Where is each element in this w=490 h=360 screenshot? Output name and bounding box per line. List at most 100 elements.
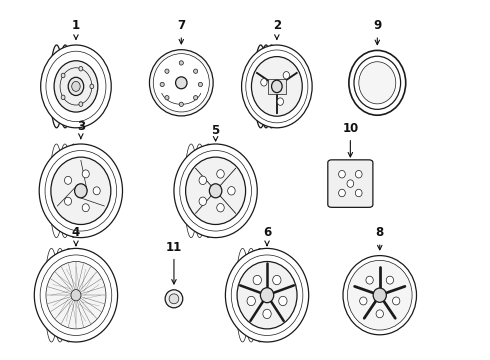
- Ellipse shape: [61, 95, 65, 100]
- Ellipse shape: [360, 297, 367, 305]
- Ellipse shape: [153, 54, 209, 112]
- Ellipse shape: [39, 144, 122, 238]
- Ellipse shape: [194, 69, 197, 73]
- Ellipse shape: [228, 186, 235, 195]
- Ellipse shape: [217, 170, 224, 178]
- Ellipse shape: [67, 144, 80, 238]
- Ellipse shape: [40, 255, 112, 336]
- Ellipse shape: [237, 261, 297, 329]
- Ellipse shape: [271, 80, 282, 93]
- Ellipse shape: [217, 203, 224, 212]
- Ellipse shape: [260, 288, 274, 303]
- Ellipse shape: [386, 276, 393, 284]
- Ellipse shape: [58, 144, 72, 238]
- Ellipse shape: [199, 176, 207, 185]
- Ellipse shape: [254, 45, 267, 128]
- Ellipse shape: [60, 68, 92, 105]
- Ellipse shape: [90, 84, 94, 89]
- Ellipse shape: [180, 150, 251, 231]
- Ellipse shape: [193, 144, 206, 238]
- Text: 7: 7: [177, 19, 185, 44]
- Ellipse shape: [261, 78, 267, 86]
- Ellipse shape: [355, 189, 362, 197]
- Ellipse shape: [71, 289, 81, 301]
- Ellipse shape: [174, 144, 257, 238]
- Text: 4: 4: [72, 226, 80, 246]
- Text: 5: 5: [212, 124, 220, 141]
- Ellipse shape: [79, 102, 83, 107]
- Ellipse shape: [65, 176, 72, 184]
- Ellipse shape: [41, 45, 111, 128]
- Ellipse shape: [283, 72, 290, 79]
- Ellipse shape: [199, 197, 207, 206]
- Text: 11: 11: [166, 241, 182, 284]
- Text: 6: 6: [263, 226, 271, 246]
- Ellipse shape: [339, 170, 345, 178]
- FancyBboxPatch shape: [328, 160, 373, 207]
- Ellipse shape: [175, 77, 187, 89]
- Ellipse shape: [93, 187, 100, 195]
- Ellipse shape: [160, 82, 164, 87]
- Ellipse shape: [246, 50, 308, 123]
- Ellipse shape: [54, 61, 98, 112]
- Ellipse shape: [347, 260, 412, 330]
- Ellipse shape: [339, 189, 345, 197]
- Ellipse shape: [45, 150, 117, 231]
- Ellipse shape: [260, 45, 272, 128]
- Ellipse shape: [68, 77, 84, 95]
- Ellipse shape: [50, 45, 63, 128]
- Ellipse shape: [179, 102, 183, 107]
- Ellipse shape: [74, 184, 87, 198]
- Text: 1: 1: [72, 19, 80, 39]
- Ellipse shape: [34, 248, 118, 342]
- Ellipse shape: [209, 184, 222, 198]
- Text: 10: 10: [342, 122, 359, 157]
- Ellipse shape: [247, 296, 255, 306]
- Ellipse shape: [343, 256, 416, 335]
- Ellipse shape: [251, 57, 302, 116]
- Ellipse shape: [169, 294, 179, 304]
- Ellipse shape: [359, 62, 396, 104]
- Ellipse shape: [82, 204, 89, 212]
- Ellipse shape: [46, 51, 106, 122]
- Ellipse shape: [62, 248, 75, 342]
- Ellipse shape: [165, 290, 183, 308]
- Ellipse shape: [65, 197, 72, 205]
- Ellipse shape: [272, 275, 281, 285]
- Ellipse shape: [253, 248, 267, 342]
- Ellipse shape: [61, 73, 65, 78]
- Ellipse shape: [279, 296, 287, 306]
- Ellipse shape: [59, 45, 72, 128]
- Ellipse shape: [53, 248, 67, 342]
- Ellipse shape: [194, 95, 197, 100]
- Ellipse shape: [245, 248, 258, 342]
- Ellipse shape: [347, 180, 354, 187]
- Ellipse shape: [277, 98, 284, 105]
- Ellipse shape: [51, 157, 111, 225]
- Text: 3: 3: [77, 120, 85, 139]
- Ellipse shape: [349, 50, 406, 115]
- Ellipse shape: [198, 82, 202, 87]
- Text: 8: 8: [376, 226, 384, 250]
- Ellipse shape: [179, 61, 183, 65]
- Ellipse shape: [225, 248, 309, 342]
- FancyBboxPatch shape: [268, 79, 286, 94]
- Ellipse shape: [184, 144, 198, 238]
- Ellipse shape: [82, 170, 89, 178]
- Ellipse shape: [79, 66, 83, 71]
- Ellipse shape: [355, 170, 362, 178]
- Ellipse shape: [265, 45, 278, 128]
- Ellipse shape: [236, 248, 249, 342]
- Ellipse shape: [253, 275, 262, 285]
- Ellipse shape: [392, 297, 400, 305]
- Ellipse shape: [49, 144, 63, 238]
- Ellipse shape: [149, 50, 213, 116]
- Ellipse shape: [186, 157, 245, 225]
- Ellipse shape: [231, 255, 303, 336]
- Ellipse shape: [376, 310, 384, 318]
- Text: 9: 9: [373, 19, 381, 45]
- Ellipse shape: [45, 248, 58, 342]
- Ellipse shape: [263, 309, 271, 319]
- Ellipse shape: [366, 276, 373, 284]
- Ellipse shape: [165, 69, 169, 73]
